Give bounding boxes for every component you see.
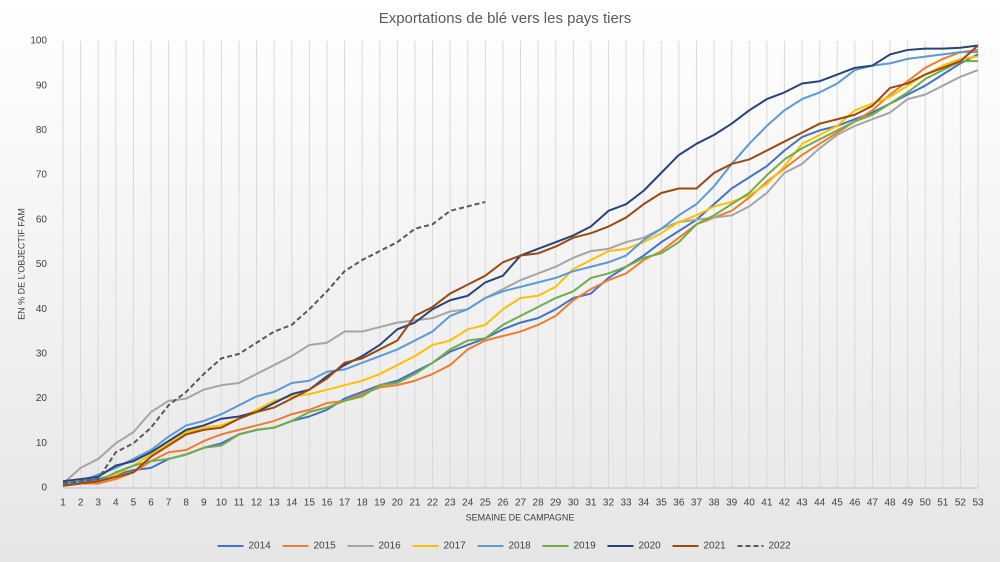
x-tick-label: 13 — [269, 498, 281, 509]
x-tick-label: 20 — [392, 498, 404, 509]
x-tick-label: 41 — [761, 498, 773, 509]
legend-label: 2018 — [509, 541, 532, 552]
x-tick-label: 48 — [884, 498, 896, 509]
x-tick-label: 22 — [427, 498, 439, 509]
x-tick-label: 10 — [216, 498, 228, 509]
x-tick-label: 6 — [148, 498, 154, 509]
x-tick-label: 14 — [286, 498, 298, 509]
chart-title: Exportations de blé vers les pays tiers — [379, 10, 632, 27]
x-tick-label: 32 — [603, 498, 615, 509]
x-tick-label: 8 — [183, 498, 189, 509]
legend-label: 2019 — [574, 541, 597, 552]
x-tick-label: 24 — [462, 498, 474, 509]
x-axis-title: SEMAINE DE CAMPAGNE — [466, 512, 575, 522]
y-axis-title: EN % DE L'OBJECTIF FAM — [16, 208, 26, 320]
series-line — [62, 53, 979, 485]
x-tick-label: 33 — [621, 498, 633, 509]
legend-label: 2022 — [769, 541, 792, 552]
series-line — [62, 69, 979, 485]
legend-label: 2020 — [639, 541, 662, 552]
x-tick-label: 19 — [374, 498, 386, 509]
y-tick-label: 20 — [36, 393, 48, 404]
x-tick-label: 9 — [201, 498, 207, 509]
y-tick-label: 40 — [36, 304, 48, 315]
x-tick-label: 39 — [726, 498, 738, 509]
x-tick-label: 7 — [166, 498, 172, 509]
legend-label: 2017 — [444, 541, 467, 552]
x-tick-label: 5 — [131, 498, 137, 509]
y-tick-label: 10 — [36, 438, 48, 449]
x-tick-label: 26 — [497, 498, 509, 509]
x-tick-label: 53 — [972, 498, 984, 509]
y-tick-label: 80 — [36, 125, 48, 136]
legend-label: 2016 — [379, 541, 402, 552]
x-tick-label: 44 — [814, 498, 826, 509]
series-line — [62, 48, 979, 487]
x-tick-label: 27 — [515, 498, 527, 509]
x-tick-label: 30 — [568, 498, 580, 509]
x-tick-label: 52 — [955, 498, 967, 509]
series-line — [62, 44, 979, 487]
x-tick-label: 37 — [691, 498, 703, 509]
x-tick-label: 28 — [533, 498, 545, 509]
x-tick-label: 50 — [920, 498, 932, 509]
x-tick-label: 51 — [937, 498, 949, 509]
y-tick-label: 60 — [36, 214, 48, 225]
x-tick-label: 16 — [321, 498, 333, 509]
x-tick-label: 40 — [744, 498, 756, 509]
x-tick-label: 25 — [480, 498, 492, 509]
y-tick-label: 100 — [30, 36, 47, 47]
x-tick-label: 46 — [849, 498, 861, 509]
x-tick-label: 47 — [867, 498, 879, 509]
y-tick-label: 90 — [36, 80, 48, 91]
y-tick-label: 0 — [41, 483, 47, 494]
series-line — [62, 55, 979, 487]
x-tick-label: 36 — [673, 498, 685, 509]
x-tick-label: 23 — [445, 498, 457, 509]
legend-label: 2015 — [314, 541, 337, 552]
x-tick-label: 11 — [234, 498, 245, 509]
series-line — [62, 51, 978, 485]
x-tick-label: 2 — [78, 498, 84, 509]
x-tick-label: 12 — [251, 498, 263, 509]
x-tick-label: 1 — [60, 498, 66, 509]
x-tick-label: 3 — [95, 498, 101, 509]
x-tick-label: 21 — [409, 498, 421, 509]
x-tick-label: 49 — [902, 498, 914, 509]
x-tick-label: 17 — [339, 498, 351, 509]
x-tick-label: 31 — [585, 498, 597, 509]
legend-label: 2021 — [704, 541, 727, 552]
x-tick-label: 38 — [708, 498, 720, 509]
x-tick-label: 18 — [357, 498, 369, 509]
x-tick-label: 43 — [796, 498, 808, 509]
x-tick-label: 42 — [779, 498, 791, 509]
x-tick-label: 35 — [656, 498, 668, 509]
series-line — [62, 60, 978, 487]
legend-label: 2014 — [249, 541, 272, 552]
y-tick-label: 50 — [36, 259, 48, 270]
x-tick-label: 4 — [113, 498, 119, 509]
y-tick-label: 30 — [36, 349, 48, 360]
y-tick-label: 70 — [36, 170, 48, 181]
x-tick-label: 29 — [550, 498, 562, 509]
x-tick-label: 15 — [304, 498, 316, 509]
x-tick-label: 34 — [638, 498, 650, 509]
x-tick-label: 45 — [832, 498, 844, 509]
